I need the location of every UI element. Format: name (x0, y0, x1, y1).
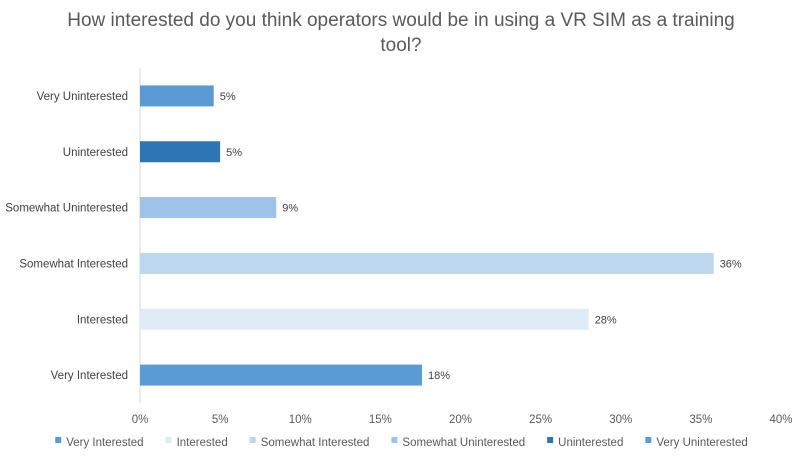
bar (140, 364, 423, 386)
bar (140, 141, 221, 163)
bars: 18% 28% 36% 9% 5% 5% (140, 85, 742, 386)
data-label: 5% (220, 91, 236, 103)
legend-swatch (55, 437, 62, 443)
legend-swatch (165, 437, 172, 443)
legend-item: Interested (165, 437, 228, 449)
category-label: Interested (77, 314, 128, 326)
legend-label: Somewhat Uninterested (402, 437, 525, 449)
x-tick-label: 20% (449, 414, 472, 426)
legend-label: Somewhat Interested (261, 437, 370, 449)
x-tick-label: 10% (289, 414, 312, 426)
legend-item: Very Interested (55, 437, 144, 449)
data-label: 18% (428, 370, 450, 382)
bar (140, 252, 714, 274)
legend-swatch (547, 437, 554, 443)
category-label: Somewhat Uninterested (5, 203, 128, 215)
x-tick-label: 0% (132, 414, 149, 426)
x-tick-label: 5% (212, 414, 229, 426)
legend-label: Uninterested (558, 437, 623, 449)
data-label: 28% (595, 314, 617, 326)
category-label: Uninterested (63, 147, 128, 159)
data-label: 36% (720, 258, 742, 270)
legend-item: Somewhat Uninterested (391, 437, 525, 449)
bar (140, 308, 589, 330)
bar (140, 197, 277, 219)
x-axis: 0% 5% 10% 15% 20% 25% 30% 35% 40% (132, 68, 793, 426)
x-tick-label: 30% (609, 414, 632, 426)
legend: Very Interested Interested Somewhat Intere… (55, 437, 748, 449)
chart-title-line-1: How interested do you think operators wo… (67, 10, 734, 31)
chart-title-line-2: tool? (380, 35, 421, 56)
category-label: Very Uninterested (37, 91, 128, 103)
chart-title: How interested do you think operators wo… (67, 10, 734, 56)
legend-label: Interested (177, 437, 228, 449)
category-labels: Very Interested Interested Somewhat Intere… (5, 91, 128, 382)
legend-item: Very Uninterested (645, 437, 748, 449)
legend-label: Very Uninterested (656, 437, 747, 449)
x-tick-label: 25% (529, 414, 552, 426)
data-label: 9% (282, 203, 298, 215)
category-label: Very Interested (51, 370, 128, 382)
legend-label: Very Interested (66, 437, 143, 449)
legend-item: Somewhat Interested (249, 437, 370, 449)
legend-item: Uninterested (547, 437, 623, 449)
x-tick-label: 35% (689, 414, 712, 426)
data-label: 5% (226, 147, 242, 159)
legend-swatch (249, 437, 256, 443)
legend-swatch (391, 437, 398, 443)
category-label: Somewhat Interested (19, 258, 128, 270)
x-tick-label: 40% (769, 414, 792, 426)
bar (140, 85, 214, 107)
x-tick-label: 15% (369, 414, 392, 426)
legend-swatch (645, 437, 652, 443)
